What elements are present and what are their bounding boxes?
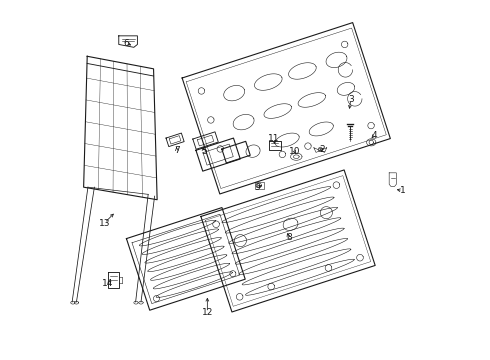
Text: 7: 7	[174, 146, 180, 155]
Text: 4: 4	[371, 131, 377, 140]
Text: 12: 12	[202, 308, 213, 317]
Text: 10: 10	[289, 147, 300, 156]
Text: 13: 13	[98, 219, 110, 228]
Text: 5: 5	[201, 147, 207, 156]
Text: 14: 14	[102, 279, 114, 288]
Text: 1: 1	[400, 186, 406, 195]
Text: 8: 8	[286, 233, 292, 242]
Text: 3: 3	[348, 95, 354, 104]
Text: 11: 11	[268, 134, 279, 143]
Text: 9: 9	[255, 183, 260, 192]
Text: 6: 6	[124, 39, 129, 48]
Text: 2: 2	[319, 145, 325, 154]
